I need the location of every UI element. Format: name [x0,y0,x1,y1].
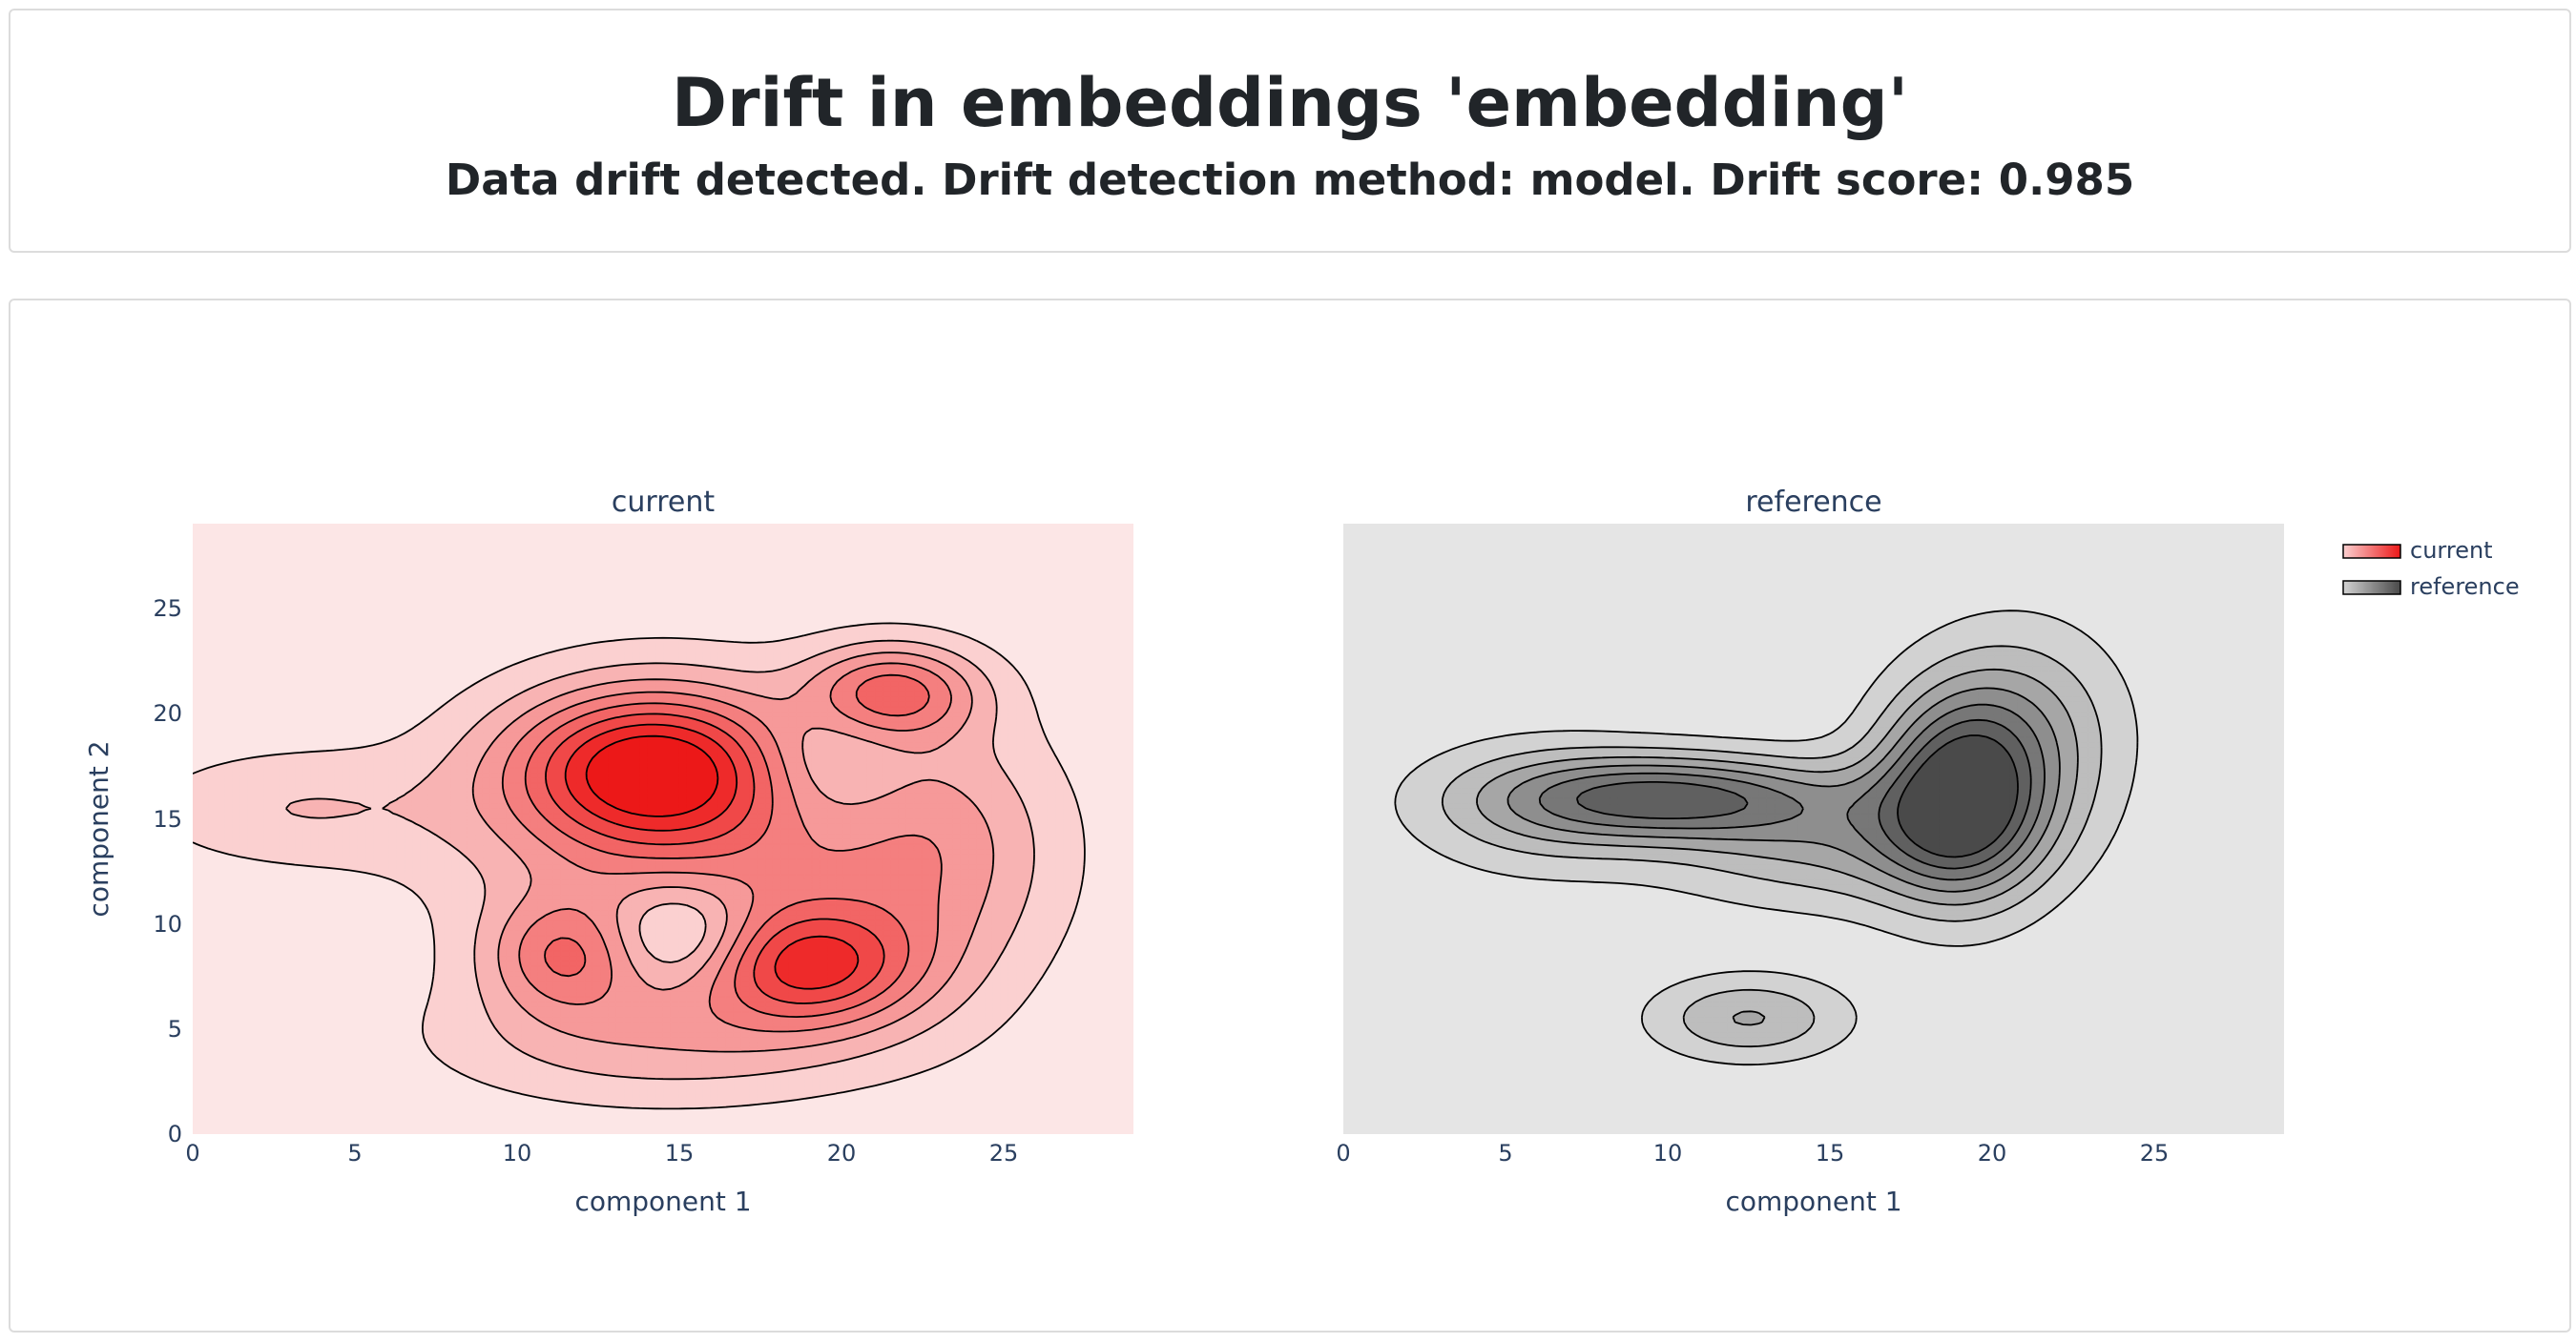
x-tick-label: 5 [347,1140,362,1167]
reference-contour-line [1394,610,2139,1066]
reference-contour-line [1441,645,2103,1048]
y-tick-label: 15 [153,806,182,833]
y-axis-title-current: component 2 [83,740,114,917]
legend-item-current[interactable]: current [2342,537,2493,564]
x-axis-title-current: component 1 [574,1186,751,1217]
y-tick-label: 25 [153,595,182,622]
subplot-current[interactable]: current component 1 component 2 0 5 10 1… [83,486,1133,1217]
legend-label-current: current [2410,537,2493,564]
legend-item-reference[interactable]: reference [2342,573,2520,600]
legend-swatch-current [2342,544,2401,559]
subplot-title-reference: reference [1745,486,1881,519]
y-tick-label: 5 [168,1016,182,1043]
y-tick-label: 20 [153,700,182,727]
legend-label-reference: reference [2410,573,2520,600]
drift-summary: Data drift detected. Drift detection met… [445,155,2135,205]
current-contour-line [193,622,1086,1110]
current-contour-line [501,662,952,1033]
reference-contour-line [1575,718,2032,870]
reference-contour-line [1476,668,2079,1026]
current-contour-line [524,673,930,1018]
current-contour-line [471,651,995,1053]
reference-contour-line [1538,703,2046,881]
x-tick-label: 15 [665,1140,695,1167]
x-tick-label: 0 [1336,1140,1350,1167]
current-contour-line [564,723,860,990]
x-tick-label: 25 [989,1140,1019,1167]
x-ticks-current: 0 5 10 15 20 25 [185,1140,1018,1167]
contours-reference [1394,610,2139,1066]
x-axis-title-reference: component 1 [1725,1186,1901,1217]
subplot-reference[interactable]: reference component 1 0 5 10 15 20 25 [1336,486,2284,1217]
current-contour-line [285,639,1035,1081]
x-tick-label: 5 [1498,1140,1512,1167]
contour-chart[interactable]: current component 1 component 2 0 5 10 1… [10,300,2569,1331]
legend: current reference [2342,537,2520,600]
header-card: Drift in embeddings 'embedding' Data dri… [9,9,2571,253]
x-tick-label: 25 [2140,1140,2170,1167]
y-ticks-current: 0 5 10 15 20 25 [153,595,182,1147]
subplot-title-current: current [612,486,715,519]
x-tick-label: 10 [1653,1140,1683,1167]
legend-swatch-reference [2342,580,2401,595]
x-tick-label: 0 [185,1140,199,1167]
reference-contour-line [1506,687,2061,893]
x-tick-label: 10 [503,1140,532,1167]
current-contour-line [585,734,719,817]
x-tick-label: 20 [827,1140,857,1167]
x-tick-label: 15 [1816,1140,1845,1167]
y-tick-label: 0 [168,1121,182,1147]
x-ticks-reference: 0 5 10 15 20 25 [1336,1140,2169,1167]
plot-card: current component 1 component 2 0 5 10 1… [9,299,2571,1333]
reference-contour-line [1897,734,2019,858]
reference-density-band [1897,734,2019,857]
page-title: Drift in embeddings 'embedding' [671,64,1909,142]
current-contour-line [545,713,885,1004]
contours-current [193,622,1086,1110]
y-tick-label: 10 [153,911,182,938]
x-tick-label: 20 [1978,1140,2007,1167]
